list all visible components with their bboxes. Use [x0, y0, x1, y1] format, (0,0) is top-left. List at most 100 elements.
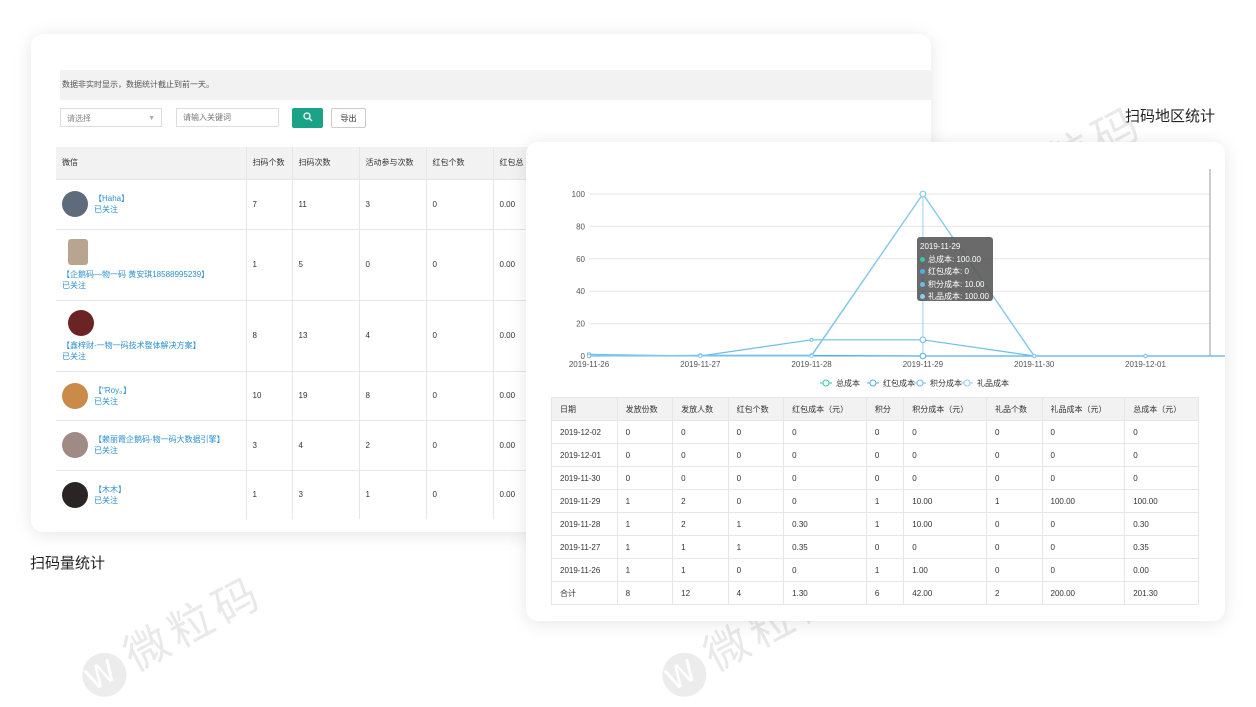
cell-issued-copies: 1: [616, 535, 674, 559]
cell-gift-cost: 0: [1041, 535, 1126, 559]
scan-stats-table: 微信 扫码个数 扫码次数 活动参与次数 红包个数 红包总 【Haha】 已关注 7…: [56, 147, 554, 519]
cell-gift-count: 0: [986, 512, 1043, 536]
x-tick-label: 2019-11-29: [903, 360, 944, 369]
cell-date: 2019-11-30: [551, 466, 618, 490]
cell-date: 2019-11-27: [551, 535, 618, 559]
cell-redpack-cost: 0: [783, 558, 867, 582]
cell-issued-copies: 1: [616, 489, 674, 513]
cell-issued-copies: 0: [616, 420, 674, 444]
table-row: 【企鹅码—物一码 黄安琪18588995239】 已关注 1 5 0 0 0.00: [56, 228, 554, 300]
col-redpack-cost: 红包成本（元）: [783, 397, 867, 421]
dot-icon: [920, 256, 925, 262]
cell-redpack-cost: 0: [783, 420, 867, 444]
filter-select[interactable]: 请选择 ▼: [60, 108, 162, 127]
col-redpacks: 红包个数: [426, 147, 494, 179]
cell-points: 0: [865, 420, 905, 444]
cell-issued-people: 0: [672, 420, 729, 444]
cell-gift-count: 0: [986, 466, 1043, 490]
dot-icon: [920, 281, 925, 287]
cell-points-cost: 0: [903, 466, 987, 490]
y-tick-label: 80: [576, 222, 585, 231]
cell-date: 2019-11-29: [551, 489, 618, 513]
caption-scan-stats: 扫码量统计: [30, 555, 106, 572]
series-point: [919, 336, 927, 344]
cell-total-cost: 0: [1124, 466, 1199, 490]
cell-date: 2019-11-26: [551, 558, 618, 582]
cell-redpack-cost: 1.30: [783, 581, 867, 605]
cell-issued-people: 0: [672, 466, 729, 490]
avatar: [62, 432, 88, 458]
user-name-link[interactable]: 【赖丽霞企鹅码-物一码大数据引擎】: [94, 435, 225, 444]
data-notice-text: 数据非实时显示，数据统计截止到前一天。: [62, 80, 214, 89]
cell-issued-people: 2: [672, 512, 729, 536]
tooltip-item: 积分成本: 10.00: [920, 279, 990, 292]
cell-gift-cost: 0: [1041, 512, 1126, 536]
cell-points: 1: [865, 489, 905, 513]
follow-status: 已关注: [94, 396, 118, 406]
series-point: [1032, 353, 1037, 359]
cell-gift-count: 2: [986, 581, 1043, 605]
cell-issued-copies: 0: [616, 443, 674, 467]
cell-scans: 4: [292, 419, 360, 470]
avatar: [62, 382, 88, 409]
cell-redpacks: 0: [426, 419, 494, 470]
series-point: [919, 352, 927, 360]
cell-issued-people: 1: [672, 558, 729, 582]
series-point: [809, 353, 814, 359]
avatar: [68, 309, 94, 336]
cell-codes: 8: [246, 299, 293, 371]
x-tick-label: 2019-11-26: [569, 360, 610, 369]
table-row: 2019-11-27 1 1 1 0.35 0 0 0 0 0.35: [551, 535, 1199, 559]
table-row: 2019-12-02 0 0 0 0 0 0 0 0 0: [551, 420, 1199, 444]
col-gift-cost: 礼品成本（元）: [1041, 397, 1126, 421]
x-tick-label: 2019-11-27: [680, 360, 721, 369]
cell-date: 合计: [551, 581, 618, 605]
cell-redpacks: 0: [426, 178, 494, 229]
col-points-cost: 积分成本（元）: [903, 397, 987, 421]
cell-gift-cost: 0: [1041, 443, 1126, 467]
table-row: 【木木】 已关注 1 3 1 0 0.00: [56, 469, 554, 519]
col-scans: 扫码次数: [292, 147, 360, 179]
cell-scans: 13: [292, 299, 360, 371]
cell-redpack-count: 0: [727, 466, 785, 490]
dot-icon: [920, 269, 925, 275]
cell-redpack-cost: 0.35: [783, 535, 867, 559]
cell-points-cost: 0: [903, 420, 987, 444]
cell-scans: 5: [292, 228, 360, 300]
legend-label: 总成本: [836, 378, 860, 388]
legend-label: 红包成本: [883, 378, 915, 388]
cell-issued-people: 1: [672, 535, 729, 559]
avatar: [62, 191, 88, 217]
cell-gift-count: 0: [986, 420, 1043, 444]
y-tick-label: 20: [576, 320, 585, 329]
col-gift-count: 礼品个数: [986, 397, 1043, 421]
user-name-link[interactable]: 【鑫梓财-一物一码技术整体解决方案】: [62, 340, 201, 350]
cell-redpack-count: 0: [727, 443, 785, 467]
user-name-link[interactable]: 【Haha】: [94, 194, 130, 203]
keyword-input[interactable]: [176, 108, 279, 127]
export-button[interactable]: 导出: [331, 108, 366, 128]
legend-marker: [916, 379, 924, 387]
cell-redpack-count: 0: [727, 420, 785, 444]
legend-marker: [963, 379, 971, 387]
cell-activity: 1: [359, 469, 427, 519]
cell-redpacks: 0: [426, 370, 494, 420]
cell-total-cost: 100.00: [1124, 489, 1199, 513]
cell-issued-copies: 1: [616, 512, 674, 536]
avatar: [68, 238, 88, 265]
y-tick-label: 100: [572, 190, 586, 199]
cell-issued-people: 0: [672, 443, 729, 467]
user-name-link[interactable]: 【"Roy。】: [94, 385, 132, 395]
search-button[interactable]: [292, 108, 323, 128]
cell-activity: 4: [359, 299, 427, 371]
tooltip-title: 2019-11-29: [920, 242, 961, 251]
filter-select-placeholder: 请选择: [67, 114, 91, 123]
search-icon: [302, 112, 312, 122]
series-point: [1143, 353, 1148, 359]
table-row: 【鑫梓财-一物一码技术整体解决方案】 已关注 8 13 4 0 0.00: [56, 299, 554, 371]
user-name-link[interactable]: 【企鹅码—物一码 黄安琪18588995239】: [62, 269, 210, 279]
cell-points: 0: [865, 535, 905, 559]
cell-gift-count: 0: [986, 443, 1043, 467]
user-name-link[interactable]: 【木木】: [94, 484, 126, 494]
series-point: [919, 190, 927, 198]
